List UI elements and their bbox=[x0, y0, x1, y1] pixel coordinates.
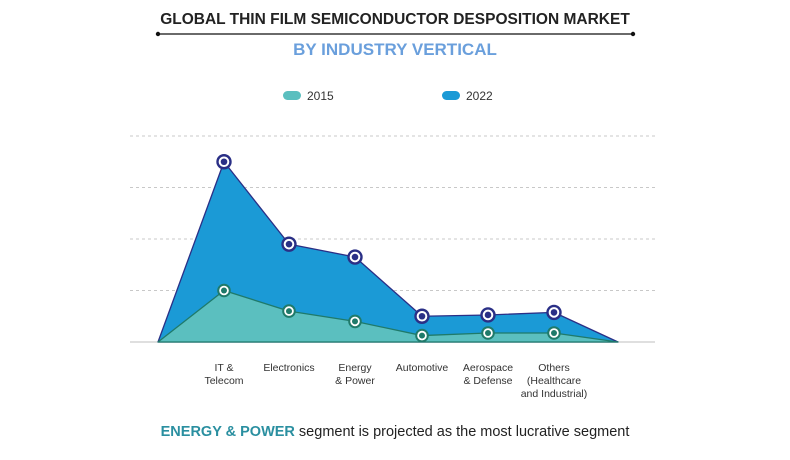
chart-title: GLOBAL THIN FILM SEMICONDUCTOR DESPOSITI… bbox=[160, 11, 630, 28]
chart-footnote: ENERGY & POWER segment is projected as t… bbox=[161, 424, 630, 440]
data-point-core-2015 bbox=[485, 329, 491, 336]
chart-subtitle: BY INDUSTRY VERTICAL bbox=[293, 40, 497, 59]
legend-swatch-2022 bbox=[442, 91, 460, 100]
data-point-core-2015 bbox=[551, 329, 557, 336]
legend-label-2015: 2015 bbox=[307, 89, 334, 103]
data-point-core-2015 bbox=[221, 287, 227, 294]
x-tick-label: Automotive bbox=[396, 362, 449, 374]
legend-label-2022: 2022 bbox=[466, 89, 493, 103]
data-point-core-2022 bbox=[550, 309, 558, 316]
x-tick-label: IT & Telecom bbox=[204, 362, 243, 387]
x-tick-label: Energy & Power bbox=[335, 362, 375, 387]
data-point-core-2022 bbox=[484, 311, 492, 319]
data-point-core-2022 bbox=[351, 253, 359, 261]
x-tick-label: Electronics bbox=[263, 362, 314, 374]
data-markers bbox=[216, 154, 562, 343]
legend: 2015 2022 bbox=[283, 89, 493, 103]
data-point-core-2022 bbox=[220, 158, 228, 166]
title-divider bbox=[155, 31, 636, 37]
data-point-core-2022 bbox=[418, 312, 426, 320]
x-tick-label: Others (Healthcare and Industrial) bbox=[521, 362, 588, 400]
data-point-core-2015 bbox=[286, 308, 292, 315]
data-point-core-2015 bbox=[419, 332, 425, 339]
footnote-text: segment is projected as the most lucrati… bbox=[295, 424, 629, 440]
data-point-core-2015 bbox=[352, 318, 358, 325]
data-point-core-2022 bbox=[285, 240, 293, 248]
x-axis-tick-labels: IT & Telecom Electronics Energy & Power Autom… bbox=[204, 362, 587, 400]
legend-swatch-2015 bbox=[283, 91, 301, 100]
footnote-highlight: ENERGY & POWER bbox=[161, 424, 296, 440]
x-tick-label: Aerospace & Defense bbox=[463, 362, 513, 387]
